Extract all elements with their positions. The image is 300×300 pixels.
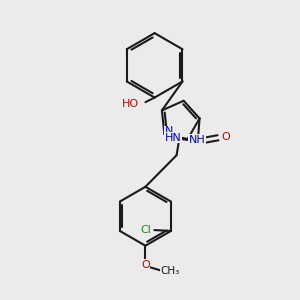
Text: NH: NH — [188, 135, 205, 145]
Text: O: O — [221, 132, 230, 142]
Text: O: O — [141, 260, 150, 270]
Text: N: N — [165, 126, 173, 136]
Text: CH₃: CH₃ — [160, 266, 180, 275]
Text: HN: HN — [164, 133, 181, 143]
Text: HO: HO — [122, 99, 139, 109]
Text: Cl: Cl — [141, 225, 152, 235]
